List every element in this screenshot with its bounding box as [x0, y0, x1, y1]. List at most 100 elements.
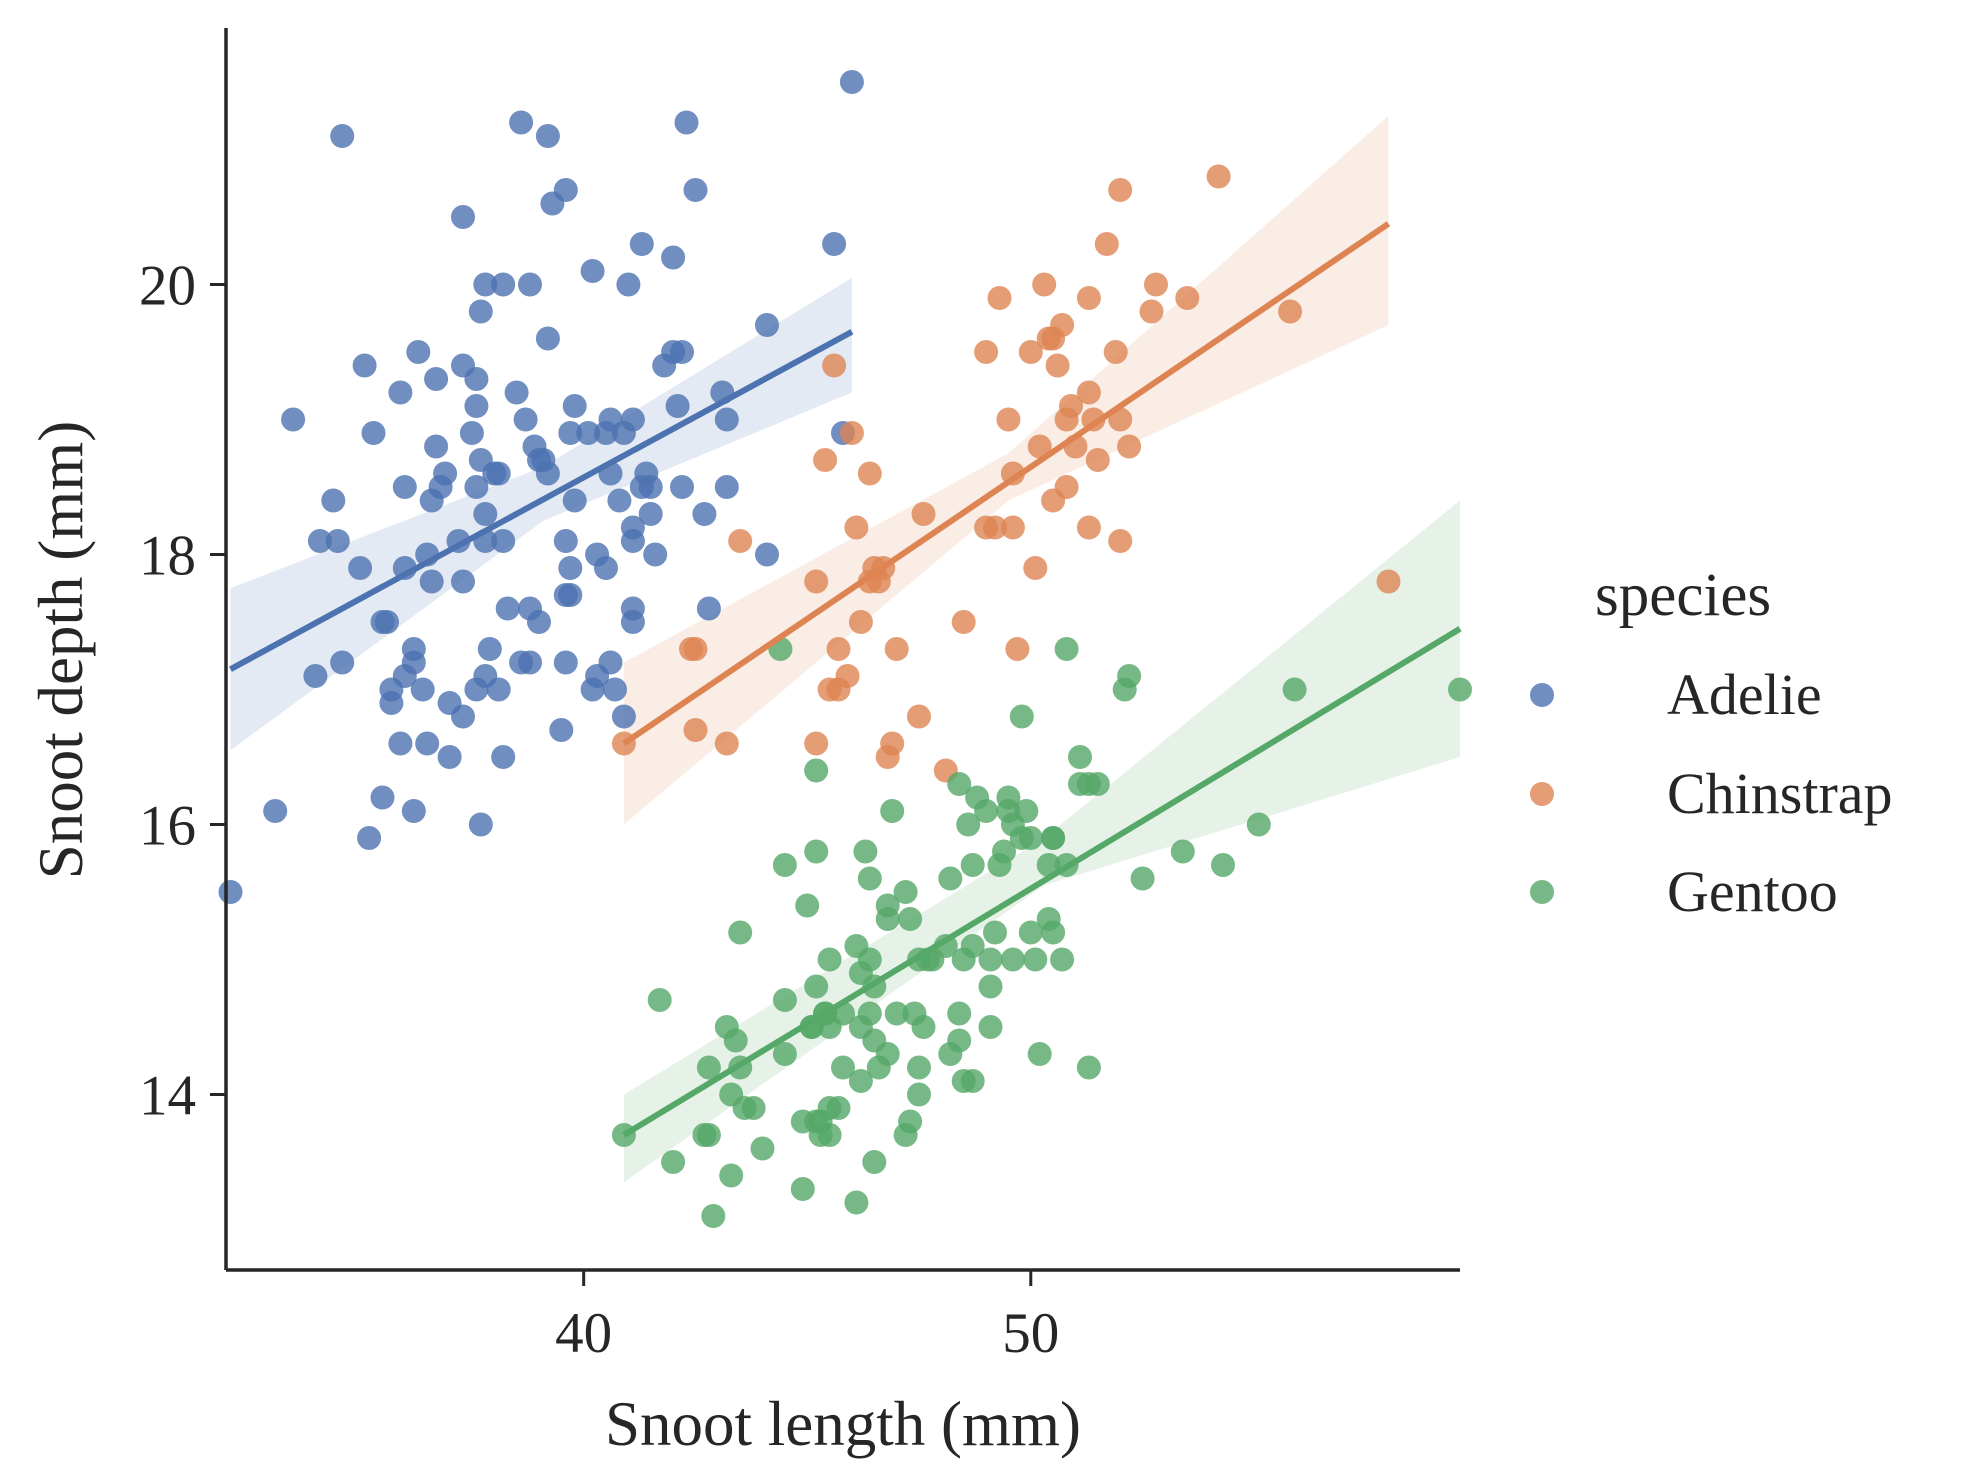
point-adelie [281, 407, 306, 432]
point-adelie [321, 488, 346, 513]
point-gentoo [696, 1055, 721, 1080]
point-adelie [401, 799, 426, 823]
point-gentoo [804, 758, 829, 783]
point-adelie [576, 421, 601, 445]
point-chinstrap [1027, 434, 1052, 459]
point-adelie [330, 650, 355, 675]
point-adelie [330, 124, 355, 148]
point-adelie [307, 529, 332, 553]
point-adelie [535, 326, 560, 351]
point-gentoo [1014, 799, 1039, 823]
point-chinstrap [974, 340, 999, 364]
ticks: 40 50 14 16 18 20 [139, 255, 1059, 1366]
point-adelie [218, 880, 243, 904]
point-adelie [491, 272, 516, 297]
point-gentoo [1009, 704, 1034, 729]
point-chinstrap [714, 731, 739, 756]
point-adelie [714, 475, 739, 499]
point-adelie [375, 610, 399, 634]
point-adelie [696, 596, 721, 621]
point-chinstrap [1032, 272, 1057, 297]
x-axis-label: Snoot length (mm) [605, 1389, 1081, 1459]
y-tick-label: 14 [139, 1065, 196, 1128]
legend-label-chinstrap: Chinstrap [1667, 761, 1893, 826]
point-adelie [616, 272, 641, 297]
point-adelie [495, 596, 520, 621]
point-gentoo [1018, 920, 1043, 945]
point-gentoo [1050, 947, 1075, 972]
point-adelie [486, 461, 511, 486]
point-adelie [370, 785, 395, 810]
point-gentoo [826, 1096, 851, 1120]
point-adelie [424, 434, 449, 459]
point-gentoo [723, 1028, 748, 1053]
point-gentoo [831, 1055, 855, 1080]
point-gentoo [956, 812, 981, 837]
point-adelie [558, 421, 583, 445]
point-gentoo [817, 947, 842, 972]
point-chinstrap [728, 529, 753, 553]
point-gentoo [853, 839, 878, 864]
point-chinstrap [1000, 461, 1025, 486]
point-chinstrap [1076, 286, 1101, 310]
y-tick-label: 16 [139, 795, 196, 858]
point-adelie [424, 367, 449, 391]
point-gentoo [728, 920, 753, 945]
point-gentoo [898, 907, 923, 931]
point-gentoo [938, 866, 963, 891]
point-adelie [451, 704, 475, 729]
point-adelie [535, 461, 560, 486]
point-adelie [661, 245, 686, 270]
point-gentoo [907, 1055, 931, 1080]
point-chinstrap [857, 461, 882, 486]
point-chinstrap [1085, 448, 1110, 472]
point-adelie [839, 70, 864, 94]
point-adelie [477, 637, 502, 661]
point-gentoo [907, 1082, 931, 1107]
point-chinstrap [1278, 299, 1303, 324]
point-chinstrap [848, 610, 873, 634]
point-chinstrap [804, 569, 829, 594]
point-adelie [518, 650, 542, 675]
point-gentoo [1211, 853, 1235, 877]
point-gentoo [1085, 772, 1110, 796]
point-chinstrap [822, 353, 847, 378]
point-adelie [433, 461, 458, 486]
point-chinstrap [951, 610, 976, 634]
point-adelie [603, 677, 627, 702]
point-adelie [357, 826, 382, 850]
point-gentoo [1000, 947, 1025, 972]
legend-label-adelie: Adelie [1667, 662, 1822, 727]
point-gentoo [978, 1015, 1003, 1039]
point-adelie [553, 178, 578, 202]
regression-line-gentoo [622, 626, 1462, 1138]
point-gentoo [1117, 664, 1142, 688]
point-gentoo [884, 1001, 909, 1026]
legend-marker-chinstrap [1530, 782, 1554, 806]
point-chinstrap [1023, 556, 1048, 580]
point-gentoo [1041, 826, 1066, 850]
point-adelie [415, 731, 440, 756]
point-chinstrap [835, 664, 860, 688]
point-chinstrap [1206, 164, 1231, 189]
point-adelie [473, 502, 498, 526]
point-chinstrap [1050, 313, 1075, 337]
point-adelie [388, 731, 413, 756]
point-adelie [611, 704, 636, 729]
point-chinstrap [983, 515, 1007, 540]
point-adelie [406, 340, 431, 364]
point-adelie [401, 637, 426, 661]
point-chinstrap [996, 407, 1021, 432]
axes [224, 28, 1460, 1272]
point-chinstrap [1059, 394, 1083, 418]
point-adelie [607, 488, 632, 513]
point-adelie [509, 110, 534, 135]
point-gentoo [772, 853, 797, 877]
point-chinstrap [1005, 637, 1030, 661]
point-gentoo [857, 1001, 882, 1026]
legend-title: species [1595, 562, 1771, 629]
point-gentoo [1054, 637, 1079, 661]
x-tick-label: 50 [1002, 1302, 1059, 1365]
point-gentoo [1041, 920, 1066, 945]
